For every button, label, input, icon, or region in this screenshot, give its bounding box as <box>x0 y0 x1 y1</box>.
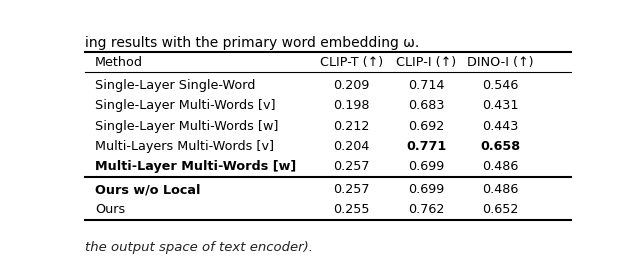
Text: CLIP-T (↑): CLIP-T (↑) <box>320 56 383 69</box>
Text: Multi-Layer Multi-Words [w]: Multi-Layer Multi-Words [w] <box>95 160 296 173</box>
Text: CLIP-I (↑): CLIP-I (↑) <box>396 56 456 69</box>
Text: 0.658: 0.658 <box>481 140 521 153</box>
Text: 0.209: 0.209 <box>333 79 370 92</box>
Text: Method: Method <box>95 56 143 69</box>
Text: 0.652: 0.652 <box>483 204 519 216</box>
Text: DINO-I (↑): DINO-I (↑) <box>467 56 534 69</box>
Text: Single-Layer Single-Word: Single-Layer Single-Word <box>95 79 255 92</box>
Text: 0.257: 0.257 <box>333 183 370 196</box>
Text: 0.431: 0.431 <box>483 99 519 112</box>
Text: 0.486: 0.486 <box>483 183 519 196</box>
Text: ing results with the primary word embedding ω.: ing results with the primary word embedd… <box>85 36 419 50</box>
Text: 0.692: 0.692 <box>408 120 444 133</box>
Text: 0.683: 0.683 <box>408 99 444 112</box>
Text: 0.255: 0.255 <box>333 204 370 216</box>
Text: 0.714: 0.714 <box>408 79 444 92</box>
Text: Single-Layer Multi-Words [v]: Single-Layer Multi-Words [v] <box>95 99 275 112</box>
Text: 0.546: 0.546 <box>483 79 519 92</box>
Text: 0.443: 0.443 <box>483 120 519 133</box>
Text: 0.204: 0.204 <box>333 140 370 153</box>
Text: 0.762: 0.762 <box>408 204 444 216</box>
Text: 0.198: 0.198 <box>333 99 370 112</box>
Text: 0.257: 0.257 <box>333 160 370 173</box>
Text: Single-Layer Multi-Words [w]: Single-Layer Multi-Words [w] <box>95 120 278 133</box>
Text: 0.771: 0.771 <box>406 140 446 153</box>
Text: 0.699: 0.699 <box>408 160 444 173</box>
Text: 0.699: 0.699 <box>408 183 444 196</box>
Text: the output space of text encoder).: the output space of text encoder). <box>85 241 313 254</box>
Text: Ours: Ours <box>95 204 125 216</box>
Text: 0.212: 0.212 <box>333 120 370 133</box>
Text: 0.486: 0.486 <box>483 160 519 173</box>
Text: Ours w/o Local: Ours w/o Local <box>95 183 200 196</box>
Text: Multi-Layers Multi-Words [v]: Multi-Layers Multi-Words [v] <box>95 140 274 153</box>
